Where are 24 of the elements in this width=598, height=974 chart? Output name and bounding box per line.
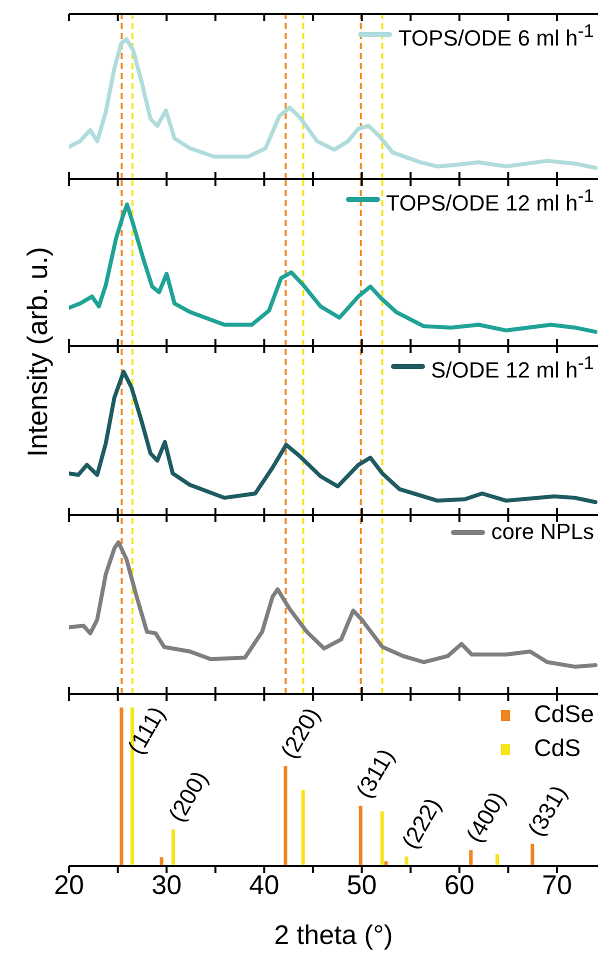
x-tick-label: 30 xyxy=(152,870,182,900)
bar xyxy=(358,806,362,866)
x-tick-label: 70 xyxy=(542,870,572,900)
legend-label: S/ODE 12 ml h$^{-1}$ xyxy=(430,351,594,384)
bar xyxy=(171,830,175,866)
bar xyxy=(380,811,384,866)
legend-label: TOPS/ODE 6 ml h$^{-1}$ xyxy=(398,19,594,52)
x-axis-title: 2 theta (°) xyxy=(273,920,394,951)
bar xyxy=(284,766,288,866)
x-tick-label: 20 xyxy=(54,870,84,900)
bar xyxy=(404,856,408,866)
bar xyxy=(469,850,473,866)
legend-label: CdSe xyxy=(534,700,594,730)
bar xyxy=(496,854,500,866)
legend-label: TOPS/ODE 12 ml h$^{-1}$ xyxy=(386,184,594,216)
bar xyxy=(530,844,534,866)
x-tick-label: 60 xyxy=(444,870,474,900)
bar xyxy=(120,707,124,866)
y-axis-title: Intensity (arb. u.) xyxy=(21,246,54,460)
bar xyxy=(301,790,305,866)
legend-label: CdS xyxy=(534,734,581,764)
x-tick-label: 50 xyxy=(346,870,377,900)
legend-label: core NPLs xyxy=(491,519,594,545)
x-tick-label: 40 xyxy=(249,870,280,900)
